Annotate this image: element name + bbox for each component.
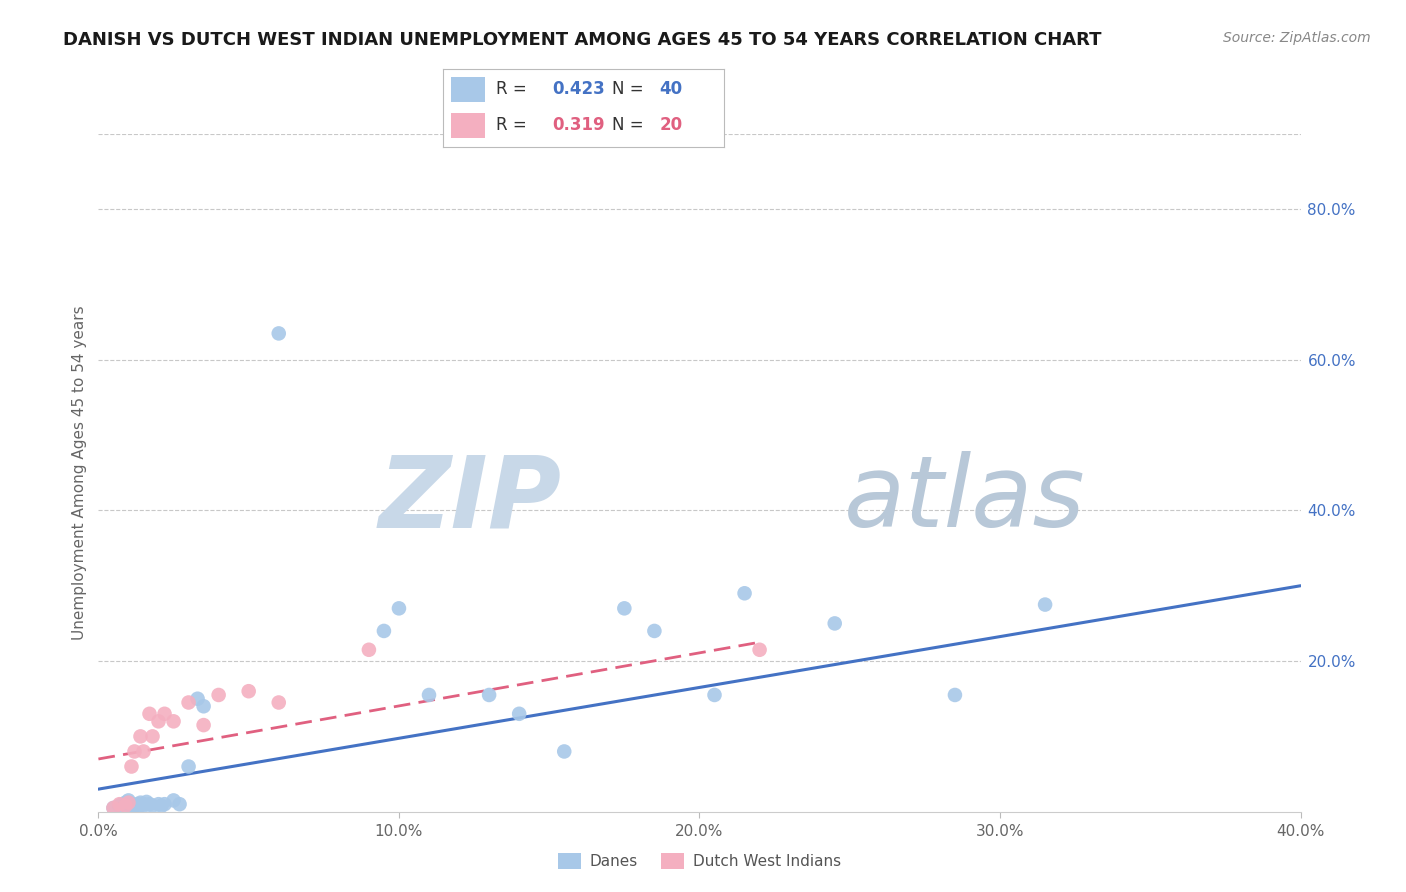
Point bbox=[238, 684, 260, 698]
Point bbox=[148, 797, 170, 812]
Point bbox=[478, 688, 501, 702]
Legend: Danes, Dutch West Indians: Danes, Dutch West Indians bbox=[551, 847, 848, 875]
Point bbox=[153, 706, 176, 721]
Y-axis label: Unemployment Among Ages 45 to 54 years: Unemployment Among Ages 45 to 54 years bbox=[72, 305, 87, 640]
Text: 0.423: 0.423 bbox=[553, 80, 606, 98]
Text: R =: R = bbox=[496, 116, 527, 134]
Point bbox=[177, 759, 200, 773]
Text: R =: R = bbox=[496, 80, 527, 98]
Point bbox=[117, 796, 139, 810]
Point bbox=[135, 795, 157, 809]
Text: Source: ZipAtlas.com: Source: ZipAtlas.com bbox=[1223, 31, 1371, 45]
Point bbox=[943, 688, 966, 702]
Point bbox=[373, 624, 395, 638]
Point bbox=[111, 797, 134, 812]
Point bbox=[357, 642, 380, 657]
Point bbox=[103, 801, 125, 815]
Point bbox=[129, 796, 152, 810]
Point bbox=[108, 798, 131, 813]
Point bbox=[1033, 598, 1056, 612]
Point bbox=[127, 797, 149, 812]
Point bbox=[138, 797, 160, 812]
Point bbox=[162, 714, 184, 729]
Point bbox=[114, 796, 136, 810]
Text: ZIP: ZIP bbox=[378, 451, 561, 549]
Point bbox=[132, 744, 155, 758]
Text: atlas: atlas bbox=[844, 451, 1085, 549]
Text: 40: 40 bbox=[659, 80, 682, 98]
Point bbox=[117, 797, 139, 812]
Point bbox=[177, 696, 200, 710]
Point bbox=[267, 696, 290, 710]
Text: N =: N = bbox=[612, 80, 643, 98]
Point bbox=[193, 718, 215, 732]
Text: DANISH VS DUTCH WEST INDIAN UNEMPLOYMENT AMONG AGES 45 TO 54 YEARS CORRELATION C: DANISH VS DUTCH WEST INDIAN UNEMPLOYMENT… bbox=[63, 31, 1102, 49]
Point bbox=[643, 624, 665, 638]
Point bbox=[418, 688, 440, 702]
Point bbox=[124, 744, 146, 758]
Point bbox=[117, 798, 139, 813]
Bar bbox=[451, 77, 485, 102]
Text: 0.319: 0.319 bbox=[553, 116, 605, 134]
Point bbox=[148, 714, 170, 729]
Point bbox=[613, 601, 636, 615]
Point bbox=[267, 326, 290, 341]
Point bbox=[138, 706, 160, 721]
Text: N =: N = bbox=[612, 116, 643, 134]
Point bbox=[132, 798, 155, 813]
Point bbox=[508, 706, 530, 721]
Point bbox=[117, 793, 139, 807]
Point bbox=[193, 699, 215, 714]
Point bbox=[124, 798, 146, 813]
Point bbox=[703, 688, 725, 702]
Bar bbox=[451, 112, 485, 137]
Point bbox=[129, 730, 152, 744]
Point bbox=[114, 798, 136, 813]
Point bbox=[121, 759, 143, 773]
Point bbox=[141, 798, 163, 813]
Point bbox=[141, 730, 163, 744]
Point bbox=[208, 688, 231, 702]
Point bbox=[132, 797, 155, 812]
Point bbox=[169, 797, 191, 812]
Point bbox=[162, 793, 184, 807]
Point bbox=[824, 616, 846, 631]
Point bbox=[748, 642, 770, 657]
Point bbox=[388, 601, 411, 615]
Point bbox=[117, 796, 139, 810]
Point bbox=[150, 798, 173, 813]
Point bbox=[108, 797, 131, 812]
Point bbox=[103, 801, 125, 815]
Point bbox=[187, 691, 209, 706]
Point bbox=[121, 797, 143, 812]
Point bbox=[553, 744, 575, 758]
Point bbox=[734, 586, 756, 600]
Text: 20: 20 bbox=[659, 116, 682, 134]
Point bbox=[127, 801, 149, 815]
Point bbox=[153, 797, 176, 812]
